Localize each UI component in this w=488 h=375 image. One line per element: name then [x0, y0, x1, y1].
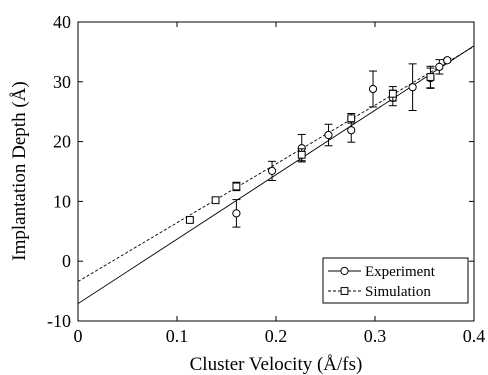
experiment-fit-line [78, 45, 474, 305]
experiment-marker [408, 83, 417, 92]
simulation-point [232, 181, 241, 192]
legend-simulation-marker [340, 287, 349, 295]
x-tick-label: 0.3 [364, 326, 387, 346]
simulation-point [388, 86, 397, 102]
simulation-fit-line [78, 46, 474, 282]
experiment-marker [347, 126, 356, 135]
simulation-point [426, 65, 435, 89]
experiment-point [443, 56, 452, 65]
simulation-marker [297, 150, 306, 159]
experiment-marker [232, 209, 241, 218]
legend-simulation-label: Simulation [365, 284, 431, 300]
x-tick-label: 0.1 [166, 326, 189, 346]
experiment-point [324, 123, 333, 147]
y-tick-label: -10 [47, 311, 71, 331]
simulation-marker [185, 216, 194, 224]
simulation-point [185, 216, 194, 224]
x-tick-label: 0.2 [265, 326, 288, 346]
experiment-marker [368, 84, 378, 94]
experiment-marker [324, 130, 333, 140]
experiment-marker [435, 62, 444, 71]
simulation-marker [232, 182, 241, 191]
legend-box [322, 257, 469, 304]
experiment-marker [267, 166, 277, 176]
y-axis-label: Implantation Depth (Å) [9, 81, 30, 260]
experiment-point [267, 160, 277, 181]
y-tick-label: 40 [53, 12, 71, 32]
experiment-point [232, 199, 241, 228]
simulation-marker [211, 196, 220, 205]
experiment-marker [443, 56, 452, 65]
simulation-marker [426, 73, 435, 81]
experiment-point [435, 59, 444, 75]
simulation-point [347, 112, 356, 124]
simulation-marker [347, 114, 356, 123]
fit-lines [78, 45, 474, 305]
simulation-point [297, 148, 306, 162]
x-tick-label: 0 [74, 326, 83, 346]
y-tick-label: 30 [53, 72, 71, 92]
legend-experiment-marker [340, 266, 349, 276]
data-points [185, 56, 452, 228]
simulation-marker [388, 89, 397, 98]
y-tick-label: 10 [53, 191, 71, 211]
legend: Experiment Simulation [322, 257, 469, 304]
x-axis-label: Cluster Velocity (Å/fs) [190, 354, 363, 375]
y-tick-label: 0 [62, 251, 71, 271]
simulation-point [211, 196, 220, 205]
y-tick-label: 20 [53, 132, 71, 152]
legend-experiment-label: Experiment [365, 264, 436, 280]
experiment-point [408, 63, 417, 112]
x-tick-label: 0.4 [463, 326, 486, 346]
experiment-point [368, 70, 378, 108]
